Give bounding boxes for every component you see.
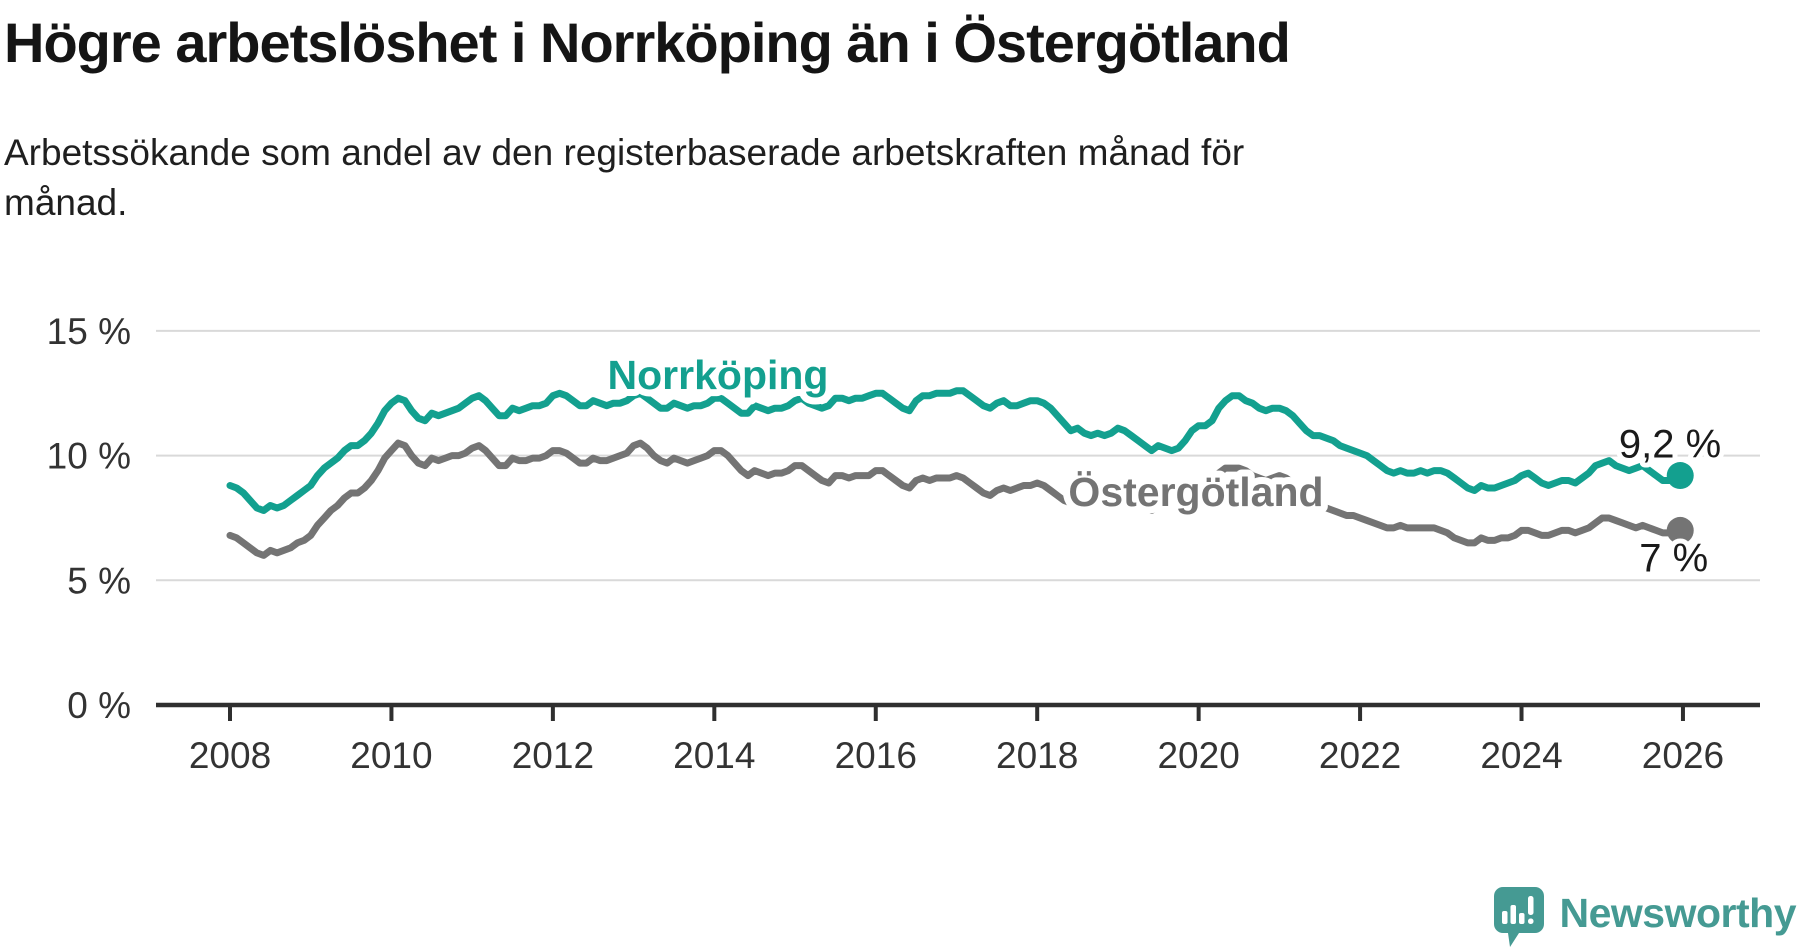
chart-subtitle: Arbetssökande som andel av den registerb… — [4, 128, 1244, 228]
end-value-label-ostergotland: 7 % — [1639, 536, 1708, 580]
y-tick-label: 10 % — [47, 436, 131, 477]
x-tick-label: 2020 — [1157, 735, 1239, 776]
x-tick-label: 2026 — [1642, 735, 1724, 776]
y-tick-label: 0 % — [67, 685, 131, 726]
bar-2 — [1510, 905, 1516, 924]
bar-3 — [1518, 913, 1524, 924]
end-dot-ostergotland — [1666, 516, 1694, 544]
x-tick-label: 2010 — [350, 735, 432, 776]
subtitle-line-1: Arbetssökande som andel av den registerb… — [4, 132, 1245, 173]
exclamation-bar — [1527, 896, 1533, 915]
newsworthy-logo-icon — [1493, 887, 1544, 947]
newsworthy-logo: Newsworthy — [1493, 886, 1797, 948]
x-tick-label: 2016 — [835, 735, 917, 776]
newsworthy-wordmark: Newsworthy — [1559, 889, 1797, 936]
bar-1 — [1501, 911, 1507, 924]
x-tick-label: 2022 — [1319, 735, 1401, 776]
page-title: Högre arbetslöshet i Norrköping än i Öst… — [4, 11, 1291, 74]
x-tick-label: 2012 — [512, 735, 594, 776]
x-tick-label: 2008 — [189, 735, 271, 776]
series-label-ostergotland: Östergötland — [1068, 469, 1323, 515]
series-label-norrkoping: Norrköping — [608, 352, 829, 398]
y-tick-label: 15 % — [47, 311, 131, 352]
x-tick-label: 2024 — [1480, 735, 1562, 776]
x-tick-label: 2018 — [996, 735, 1078, 776]
series-line-ostergotland — [226, 439, 1680, 559]
y-tick-label: 5 % — [67, 560, 131, 601]
exclamation-dot — [1527, 918, 1533, 924]
series-line-norrkoping — [226, 387, 1680, 514]
subtitle-line-2: månad. — [4, 182, 128, 223]
end-value-label-norrkoping: 9,2 % — [1619, 423, 1721, 467]
end-dot-norrkoping — [1666, 462, 1694, 490]
x-tick-label: 2014 — [673, 735, 755, 776]
